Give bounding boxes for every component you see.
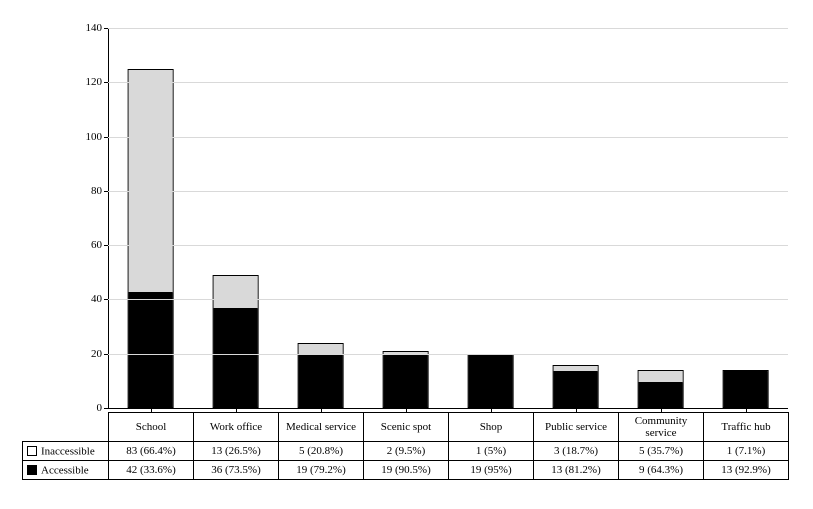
bar-segment-inaccessible xyxy=(553,366,598,372)
bar-segment-accessible xyxy=(638,383,683,407)
category-label: Public service xyxy=(534,413,619,442)
bars-layer xyxy=(108,28,788,408)
bar-slot xyxy=(108,28,193,408)
bar-slot xyxy=(618,28,703,408)
category-label: Shop xyxy=(449,413,534,442)
gridline xyxy=(108,354,788,355)
stacked-bar xyxy=(382,351,429,408)
plot-area: 020406080100120140 xyxy=(108,28,788,408)
bar-segment-inaccessible xyxy=(213,276,258,309)
y-tick-mark xyxy=(104,408,108,409)
table-cell: 83 (66.4%) xyxy=(109,442,194,461)
stacked-bar xyxy=(297,343,344,408)
bar-segment-inaccessible xyxy=(723,371,768,372)
y-tick-mark xyxy=(104,28,108,29)
bar-segment-accessible xyxy=(468,355,513,407)
stacked-bar xyxy=(637,370,684,408)
bar-segment-inaccessible xyxy=(128,70,173,293)
category-label: Work office xyxy=(194,413,279,442)
y-tick-mark xyxy=(104,137,108,138)
table-cell: 42 (33.6%) xyxy=(109,461,194,480)
bar-slot xyxy=(533,28,618,408)
legend-swatch-icon xyxy=(27,465,37,475)
bar-slot xyxy=(448,28,533,408)
gridline xyxy=(108,82,788,83)
gridline xyxy=(108,408,788,409)
y-tick-mark xyxy=(104,299,108,300)
table-cell: 13 (26.5%) xyxy=(194,442,279,461)
table-cell: 5 (35.7%) xyxy=(619,442,704,461)
bar-segment-accessible xyxy=(383,355,428,407)
legend-swatch-icon xyxy=(27,446,37,456)
bar-segment-accessible xyxy=(213,309,258,407)
legend-cell-inaccessible: Inaccessible xyxy=(23,442,109,461)
bar-segment-accessible xyxy=(128,293,173,407)
category-label: Medical service xyxy=(279,413,364,442)
category-label: Community service xyxy=(619,413,704,442)
bar-slot xyxy=(363,28,448,408)
legend-label: Accessible xyxy=(41,464,89,476)
bar-segment-accessible xyxy=(723,372,768,407)
stacked-bar xyxy=(552,365,599,408)
stacked-bar xyxy=(212,275,259,408)
table-cell: 1 (7.1%) xyxy=(704,442,789,461)
gridline xyxy=(108,245,788,246)
y-tick-mark xyxy=(104,245,108,246)
stacked-bar xyxy=(467,354,514,408)
stacked-bar xyxy=(722,370,769,408)
y-tick-mark xyxy=(104,354,108,355)
legend-cell-accessible: Accessible xyxy=(23,461,109,480)
legend-label: Inaccessible xyxy=(41,445,95,457)
data-table: SchoolWork officeMedical serviceScenic s… xyxy=(22,412,789,480)
table-cell: 1 (5%) xyxy=(449,442,534,461)
bar-segment-accessible xyxy=(553,372,598,407)
y-tick-mark xyxy=(104,191,108,192)
category-label: Scenic spot xyxy=(364,413,449,442)
gridline xyxy=(108,28,788,29)
bar-slot xyxy=(193,28,278,408)
bar-segment-accessible xyxy=(298,355,343,407)
y-axis-line xyxy=(108,28,109,408)
gridline xyxy=(108,191,788,192)
bar-slot xyxy=(278,28,363,408)
table-cell: 36 (73.5%) xyxy=(194,461,279,480)
table-cell: 13 (92.9%) xyxy=(704,461,789,480)
category-label: Traffic hub xyxy=(704,413,789,442)
table-cell: 13 (81.2%) xyxy=(534,461,619,480)
category-label: School xyxy=(109,413,194,442)
gridline xyxy=(108,299,788,300)
table-cell: 3 (18.7%) xyxy=(534,442,619,461)
y-tick-mark xyxy=(104,82,108,83)
table-cell: 9 (64.3%) xyxy=(619,461,704,480)
gridline xyxy=(108,137,788,138)
chart-container: 020406080100120140 SchoolWork officeMedi… xyxy=(30,20,783,489)
table-corner-cell xyxy=(23,413,109,442)
table-cell: 19 (90.5%) xyxy=(364,461,449,480)
table-cell: 19 (95%) xyxy=(449,461,534,480)
bar-segment-inaccessible xyxy=(638,371,683,383)
bar-segment-inaccessible xyxy=(468,355,513,356)
bar-slot xyxy=(703,28,788,408)
chart-page: 020406080100120140 SchoolWork officeMedi… xyxy=(0,0,813,509)
table-cell: 5 (20.8%) xyxy=(279,442,364,461)
table-cell: 19 (79.2%) xyxy=(279,461,364,480)
stacked-bar xyxy=(127,69,174,408)
table-cell: 2 (9.5%) xyxy=(364,442,449,461)
